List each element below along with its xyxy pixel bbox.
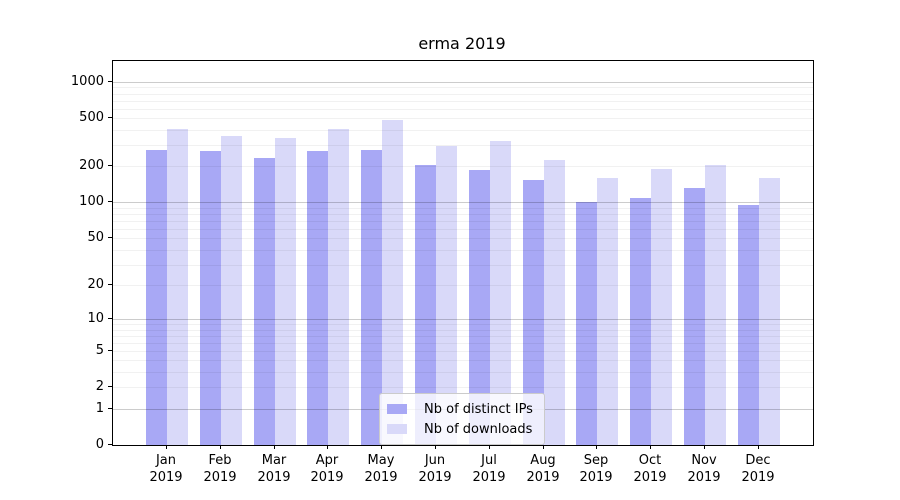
chart-title: erma 2019 [418, 34, 506, 53]
legend-swatch-downloads [387, 424, 407, 434]
bar-distinct-ips-may [361, 150, 383, 445]
bar-distinct-ips-sep [576, 202, 598, 445]
bar-downloads-jan [167, 129, 188, 445]
legend-swatch-distinct-ips [387, 404, 407, 414]
y-tick-label-0: 0 [95, 437, 104, 452]
x-tick-label-feb: Feb 2019 [203, 453, 237, 485]
y-tick-mark-500 [108, 117, 112, 118]
bar-distinct-ips-nov [684, 188, 705, 445]
gridline-600 [113, 109, 813, 110]
legend: Nb of distinct IPs Nb of downloads [379, 393, 545, 445]
y-tick-label-500: 500 [79, 110, 104, 125]
y-tick-label-200: 200 [79, 158, 104, 173]
x-tick-label-may: May 2019 [364, 453, 398, 485]
x-tick-label-aug: Aug 2019 [526, 453, 560, 485]
bar-downloads-may [382, 120, 404, 445]
x-tick-label-jan: Jan 2019 [149, 453, 183, 485]
x-tick-label-dec: Dec 2019 [741, 453, 775, 485]
y-tick-label-10: 10 [87, 311, 104, 326]
x-tick-label-jul: Jul 2019 [472, 453, 506, 485]
x-tick-mark-jul [489, 445, 490, 449]
bar-distinct-ips-feb [199, 151, 221, 445]
y-tick-mark-1000 [108, 81, 112, 82]
bar-downloads-aug [543, 160, 565, 445]
bar-downloads-sep [597, 178, 619, 445]
gridline-900 [113, 87, 813, 88]
bar-downloads-jul [489, 141, 511, 445]
gridline-400 [113, 130, 813, 131]
y-tick-mark-0 [108, 444, 112, 445]
x-tick-mark-sep [596, 445, 597, 449]
x-tick-mark-nov [704, 445, 705, 449]
y-tick-label-50: 50 [87, 230, 104, 245]
x-tick-label-jun: Jun 2019 [418, 453, 452, 485]
legend-label-downloads: Nb of downloads [424, 421, 533, 437]
bar-downloads-mar [274, 138, 296, 445]
gridline-500 [113, 118, 813, 119]
bar-downloads-nov [705, 165, 726, 445]
bar-distinct-ips-dec [737, 205, 759, 445]
gridline-300 [113, 145, 813, 146]
x-tick-label-mar: Mar 2019 [257, 453, 291, 485]
bar-distinct-ips-oct [630, 198, 652, 445]
y-tick-mark-200 [108, 165, 112, 166]
x-tick-mark-aug [543, 445, 544, 449]
bar-distinct-ips-apr [307, 151, 329, 445]
x-tick-label-apr: Apr 2019 [310, 453, 344, 485]
gridline-800 [113, 94, 813, 95]
bar-downloads-apr [328, 129, 350, 445]
x-tick-label-sep: Sep 2019 [579, 453, 613, 485]
x-tick-mark-may [381, 445, 382, 449]
bar-distinct-ips-jan [146, 150, 167, 445]
y-tick-mark-2 [108, 386, 112, 387]
bar-distinct-ips-jul [468, 170, 490, 445]
bar-distinct-ips-aug [522, 180, 544, 445]
bar-downloads-feb [220, 136, 242, 445]
bar-downloads-jun [436, 146, 457, 445]
x-tick-mark-jan [166, 445, 167, 449]
y-tick-label-5: 5 [95, 343, 104, 358]
y-tick-label-20: 20 [87, 277, 104, 292]
y-tick-mark-10 [108, 318, 112, 319]
y-tick-label-1000: 1000 [70, 74, 104, 89]
bar-downloads-dec [758, 178, 780, 445]
x-tick-label-oct: Oct 2019 [633, 453, 667, 485]
x-tick-mark-jun [435, 445, 436, 449]
x-tick-mark-dec [758, 445, 759, 449]
bar-downloads-oct [651, 169, 673, 445]
bar-distinct-ips-jun [415, 165, 436, 445]
bar-distinct-ips-mar [253, 158, 275, 445]
y-tick-label-1: 1 [95, 401, 104, 416]
y-tick-mark-100 [108, 201, 112, 202]
x-tick-mark-apr [327, 445, 328, 449]
legend-label-distinct-ips: Nb of distinct IPs [424, 401, 533, 417]
gridline-700 [113, 101, 813, 102]
y-tick-mark-20 [108, 284, 112, 285]
y-tick-mark-5 [108, 350, 112, 351]
x-tick-mark-mar [274, 445, 275, 449]
y-tick-label-100: 100 [79, 194, 104, 209]
y-tick-mark-1 [108, 408, 112, 409]
x-tick-label-nov: Nov 2019 [687, 453, 721, 485]
x-tick-mark-feb [220, 445, 221, 449]
legend-row-downloads: Nb of downloads [387, 419, 533, 439]
legend-row-distinct-ips: Nb of distinct IPs [387, 399, 533, 419]
plot-area [112, 60, 814, 446]
x-tick-mark-oct [650, 445, 651, 449]
gridline-1000 [113, 82, 813, 83]
y-tick-mark-50 [108, 237, 112, 238]
y-tick-label-2: 2 [95, 379, 104, 394]
